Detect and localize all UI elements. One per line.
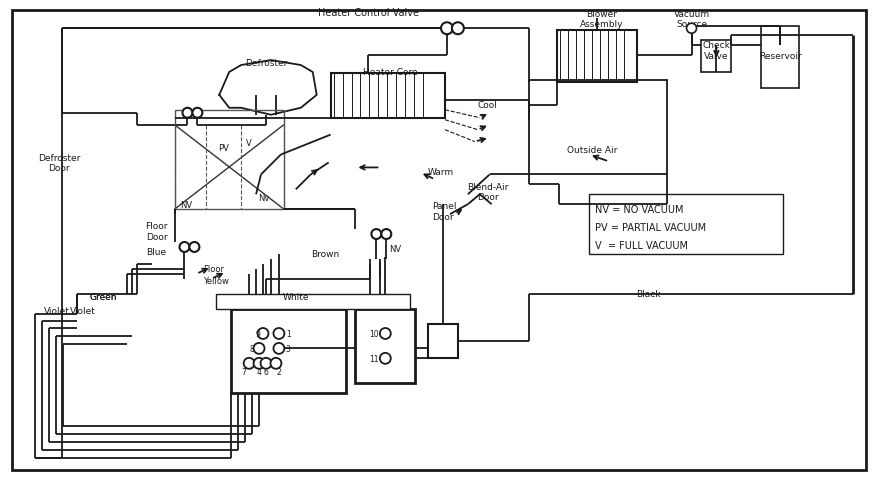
Circle shape [243, 358, 254, 369]
Text: Check
Valve: Check Valve [702, 41, 730, 60]
Text: Outside Air: Outside Air [567, 146, 617, 155]
Bar [175, 110, 283, 210]
Text: 8: 8 [249, 344, 253, 353]
Text: V: V [246, 139, 252, 148]
Circle shape [452, 23, 463, 35]
Text: 10: 10 [368, 329, 378, 338]
Text: 1: 1 [286, 329, 290, 338]
Bar [557, 31, 636, 83]
Text: PV = PARTIAL VACUUM: PV = PARTIAL VACUUM [595, 223, 705, 233]
Text: Vacuum
Source: Vacuum Source [673, 10, 709, 29]
Bar [216, 294, 410, 309]
Circle shape [371, 229, 381, 240]
Text: Black: Black [636, 289, 660, 299]
Text: White: White [282, 292, 309, 302]
Text: Warm: Warm [428, 167, 453, 177]
Circle shape [253, 358, 264, 369]
Text: 6: 6 [263, 367, 268, 376]
Text: Cool: Cool [477, 101, 497, 110]
Text: V  = FULL VACUUM: V = FULL VACUUM [595, 241, 688, 250]
Text: Yellow: Yellow [203, 277, 229, 286]
Circle shape [270, 358, 282, 369]
Circle shape [189, 242, 199, 253]
Text: Reservoir: Reservoir [758, 51, 801, 60]
Bar [701, 41, 731, 73]
Circle shape [273, 328, 284, 339]
Text: Green: Green [89, 292, 117, 302]
Text: Panel
Door: Panel Door [431, 202, 456, 221]
Circle shape [182, 108, 192, 119]
Text: 9: 9 [255, 329, 260, 338]
Text: Defroster
Door: Defroster Door [38, 153, 81, 173]
Circle shape [260, 358, 271, 369]
Bar [428, 324, 458, 359]
Text: 11: 11 [368, 354, 378, 363]
Text: 2: 2 [276, 367, 281, 376]
Text: Floor
Door: Floor Door [146, 222, 168, 241]
Text: Heater Control Valve: Heater Control Valve [317, 8, 418, 18]
Text: Green: Green [89, 292, 117, 302]
Text: 4: 4 [256, 367, 261, 376]
Bar [231, 309, 346, 393]
Text: 3: 3 [286, 344, 290, 353]
Text: Floor: Floor [203, 265, 225, 274]
Circle shape [179, 242, 189, 253]
Text: Violet: Violet [44, 306, 70, 316]
Bar [760, 27, 798, 89]
Text: 7: 7 [241, 367, 246, 376]
Text: Defroster: Defroster [245, 59, 287, 67]
Text: NV: NV [389, 245, 401, 254]
Text: Heater Core: Heater Core [362, 68, 417, 77]
Circle shape [192, 108, 202, 119]
Circle shape [686, 24, 695, 34]
Text: Nv: Nv [258, 193, 269, 202]
Text: Blue: Blue [146, 248, 167, 257]
Bar [529, 81, 666, 175]
Circle shape [253, 343, 264, 354]
Circle shape [273, 343, 284, 354]
Text: Blower
Assembly: Blower Assembly [580, 10, 623, 29]
Circle shape [257, 328, 268, 339]
Text: Blend-Air
Door: Blend-Air Door [467, 182, 508, 201]
Bar [331, 74, 445, 119]
Text: NV: NV [180, 200, 192, 209]
Bar [588, 195, 782, 255]
Text: Violet: Violet [70, 306, 96, 316]
Text: PV: PV [217, 144, 228, 153]
Circle shape [380, 328, 390, 339]
Bar [355, 309, 415, 383]
Circle shape [380, 353, 390, 364]
Circle shape [381, 229, 391, 240]
Text: Brown: Brown [310, 250, 339, 259]
Circle shape [440, 23, 453, 35]
Text: NV = NO VACUUM: NV = NO VACUUM [595, 205, 683, 215]
